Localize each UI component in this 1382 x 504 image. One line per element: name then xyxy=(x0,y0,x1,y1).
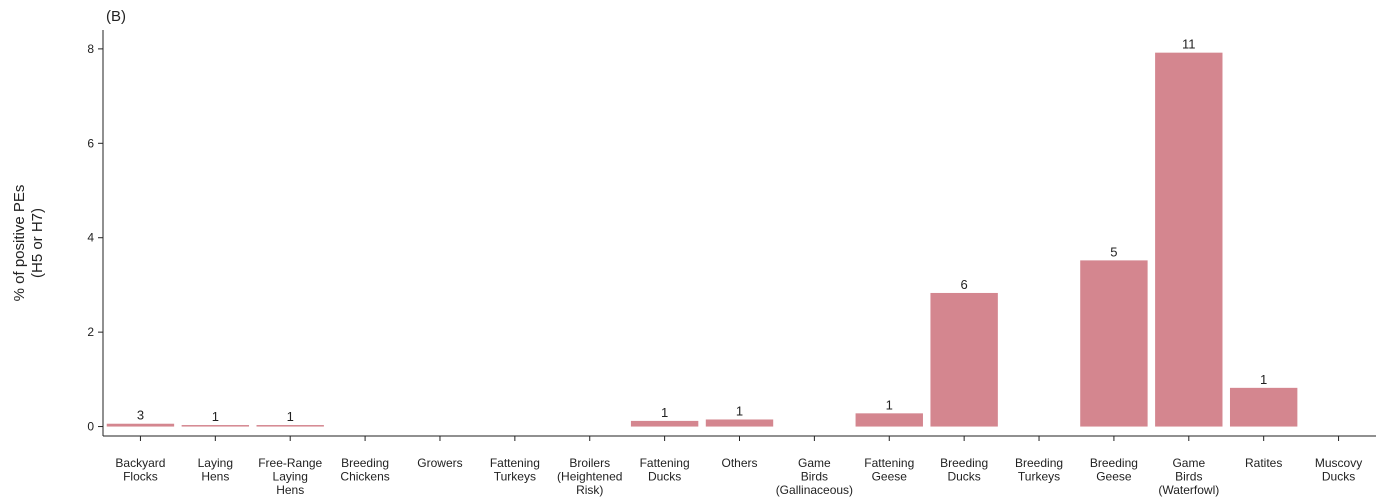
y-tick-label: 4 xyxy=(87,231,94,245)
y-tick-label: 2 xyxy=(87,325,94,339)
bar xyxy=(256,425,324,427)
x-tick-label: Backyard Flocks xyxy=(115,456,165,484)
bar-value-label: 5 xyxy=(1110,244,1117,259)
bar xyxy=(181,425,250,427)
x-tick-label: Muscovy Ducks xyxy=(1315,456,1362,484)
x-tick-label: Fattening Ducks xyxy=(640,456,690,484)
bars xyxy=(106,52,1298,427)
bar-value-label: 1 xyxy=(661,405,668,420)
y-tick-label: 8 xyxy=(87,42,94,56)
x-tick-label: Free-Range Laying Hens xyxy=(258,456,322,497)
bar-value-label: 1 xyxy=(1260,372,1267,387)
bar-value-label: 3 xyxy=(137,408,144,423)
y-axis-title-line-2: (H5 or H7) xyxy=(29,208,46,278)
bar-value-label: 1 xyxy=(212,409,219,424)
x-axis: Backyard Flocks Laying Hens Free-Range Laying… xyxy=(103,435,1376,497)
x-tick-label: Game Birds (Waterfowl) xyxy=(1158,456,1219,497)
bar-value-label: 1 xyxy=(287,409,294,424)
x-tick-label: Breeding Ducks xyxy=(940,456,988,484)
bar xyxy=(1080,260,1148,427)
y-axis-title-line-1: % of positive PEs xyxy=(11,185,28,302)
bar xyxy=(705,419,774,427)
bar-value-label: 6 xyxy=(961,277,968,292)
x-tick-label: Broilers (Heightened Risk) xyxy=(557,456,622,497)
x-tick-label: Fattening Turkeys xyxy=(490,456,540,484)
x-tick-label: Breeding Chickens xyxy=(340,456,389,484)
x-tick-label: Others xyxy=(721,456,757,470)
x-tick-label: Game Birds (Gallinaceous) xyxy=(776,456,853,497)
y-axis: 0 2 4 6 8 xyxy=(87,30,104,436)
bar xyxy=(855,413,923,427)
bar xyxy=(106,423,175,427)
bar xyxy=(1229,387,1298,427)
y-tick-label: 0 xyxy=(87,420,94,434)
bar-value-label: 1 xyxy=(736,403,743,418)
bar xyxy=(930,292,998,427)
bar-value-label: 11 xyxy=(1182,37,1196,52)
bar xyxy=(1155,52,1223,427)
bar xyxy=(630,420,699,427)
y-axis-title: % of positive PEs (H5 or H7) xyxy=(11,185,46,302)
panel-label: (B) xyxy=(106,8,126,25)
y-tick-label: 6 xyxy=(87,136,94,150)
x-tick-label: Ratites xyxy=(1245,456,1282,470)
x-tick-label: Breeding Geese xyxy=(1090,456,1138,484)
x-tick-label: Laying Hens xyxy=(198,456,233,484)
x-tick-label: Breeding Turkeys xyxy=(1015,456,1063,484)
x-tick-label: Growers xyxy=(417,456,462,470)
x-tick-label: Fattening Geese xyxy=(864,456,914,484)
bar-value-label: 1 xyxy=(886,397,893,412)
